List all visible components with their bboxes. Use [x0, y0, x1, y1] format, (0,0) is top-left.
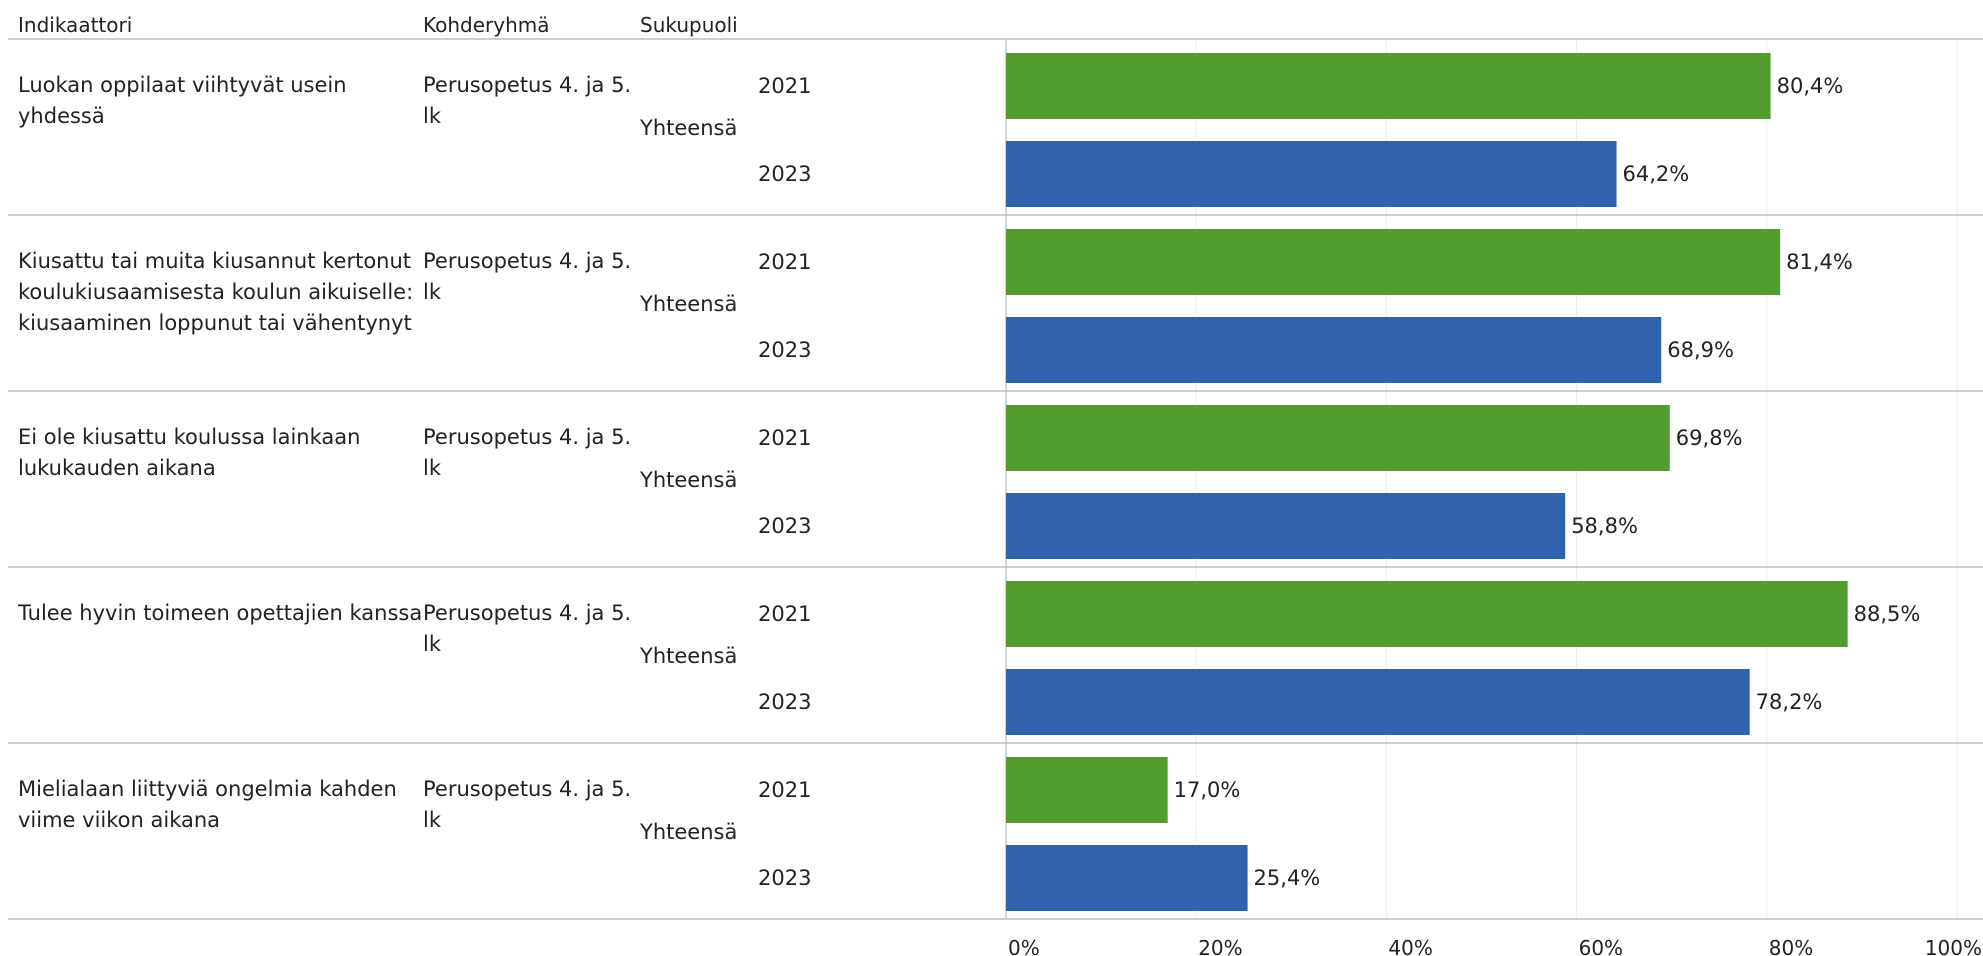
bars: 80,4% 64,2% 81,4% 68,9% 69,8% 58,8% 88,5% 78,2%… [1006, 53, 1920, 911]
table-row: Luokan oppilaat viihtyvät usein yhdessä Pe… [18, 73, 811, 186]
table-rows: Luokan oppilaat viihtyvät usein yhdessä Pe… [17, 73, 811, 890]
indicator-label: lukukauden aikana [18, 456, 216, 480]
bar-2023 [1006, 141, 1617, 207]
target-group-label: lk [423, 456, 442, 480]
header-gender: Sukupuoli [640, 13, 738, 37]
year-label: 2023 [758, 338, 811, 362]
year-label: 2021 [758, 74, 811, 98]
indicator-label: Kiusattu tai muita kiusannut kertonut [18, 249, 411, 273]
header-indicator: Indikaattori [18, 13, 132, 37]
year-label: 2023 [758, 162, 811, 186]
x-axis: 0% 20% 40% 60% 80% 100% [1008, 936, 1982, 956]
table-header: Indikaattori Kohderyhmä Sukupuoli [18, 13, 738, 37]
gender-label: Yhteensä [639, 116, 737, 140]
target-group-label: lk [423, 104, 442, 128]
value-label: 81,4% [1786, 250, 1853, 274]
value-label: 88,5% [1854, 602, 1921, 626]
value-label: 78,2% [1756, 690, 1823, 714]
indicator-label: Ei ole kiusattu koulussa lainkaan [18, 425, 360, 449]
x-tick-label: 0% [1008, 936, 1040, 956]
year-label: 2021 [758, 602, 811, 626]
gender-label: Yhteensä [639, 820, 737, 844]
target-group-label: lk [423, 632, 442, 656]
x-tick-label: 80% [1769, 936, 1813, 956]
bar-2021 [1006, 405, 1670, 471]
target-group-label: Perusopetus 4. ja 5. [423, 73, 631, 97]
year-label: 2021 [758, 778, 811, 802]
value-label: 69,8% [1676, 426, 1743, 450]
target-group-label: lk [423, 280, 442, 304]
bar-2023 [1006, 317, 1662, 383]
indicator-label: koulukiusaamisesta koulun aikuiselle: [18, 280, 413, 304]
value-label: 58,8% [1571, 514, 1638, 538]
x-tick-label: 20% [1198, 936, 1242, 956]
x-tick-label: 100% [1925, 936, 1982, 956]
target-group-label: Perusopetus 4. ja 5. [423, 425, 631, 449]
table-row: Ei ole kiusattu koulussa lainkaan lukukau… [18, 425, 811, 538]
bar-2021 [1006, 229, 1781, 295]
gender-label: Yhteensä [639, 468, 737, 492]
indicator-label: kiusaaminen loppunut tai vähentynyt [18, 311, 412, 335]
target-group-label: lk [423, 808, 442, 832]
row-dividers [8, 38, 1983, 920]
bar-2021 [1006, 757, 1168, 823]
table-row: Tulee hyvin toimeen opettajien kanssa Per… [17, 601, 811, 714]
value-label: 64,2% [1623, 162, 1690, 186]
indicator-label: Mielialaan liittyviä ongelmia kahden [18, 777, 397, 801]
year-label: 2023 [758, 514, 811, 538]
value-label: 17,0% [1174, 778, 1241, 802]
bar-2021 [1006, 581, 1848, 647]
indicator-label: Tulee hyvin toimeen opettajien kanssa [17, 601, 422, 625]
target-group-label: Perusopetus 4. ja 5. [423, 601, 631, 625]
year-label: 2023 [758, 866, 811, 890]
header-target-group: Kohderyhmä [423, 13, 550, 37]
value-label: 25,4% [1254, 866, 1321, 890]
year-label: 2021 [758, 250, 811, 274]
bar-2021 [1006, 53, 1771, 119]
value-label: 80,4% [1777, 74, 1844, 98]
bar-2023 [1006, 669, 1750, 735]
x-tick-label: 40% [1388, 936, 1432, 956]
bar-2023 [1006, 845, 1248, 911]
indicator-label: Luokan oppilaat viihtyvät usein [18, 73, 347, 97]
target-group-label: Perusopetus 4. ja 5. [423, 777, 631, 801]
bar-2023 [1006, 493, 1566, 559]
year-label: 2023 [758, 690, 811, 714]
gender-label: Yhteensä [639, 292, 737, 316]
x-tick-label: 60% [1579, 936, 1623, 956]
indicator-label: viime viikon aikana [18, 808, 220, 832]
value-label: 68,9% [1667, 338, 1734, 362]
year-label: 2021 [758, 426, 811, 450]
table-row: Kiusattu tai muita kiusannut kertonut kou… [18, 249, 811, 362]
target-group-label: Perusopetus 4. ja 5. [423, 249, 631, 273]
gender-label: Yhteensä [639, 644, 737, 668]
table-row: Mielialaan liittyviä ongelmia kahden viim… [18, 777, 811, 890]
indicator-label: yhdessä [18, 104, 105, 128]
